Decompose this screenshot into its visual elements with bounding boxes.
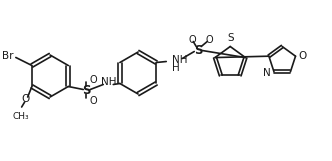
Text: N: N xyxy=(263,68,271,78)
Text: O: O xyxy=(89,96,97,106)
Text: O: O xyxy=(206,34,213,44)
Text: NH: NH xyxy=(101,77,116,87)
Text: O: O xyxy=(189,34,196,44)
Text: O: O xyxy=(22,94,30,104)
Text: CH₃: CH₃ xyxy=(12,112,29,121)
Text: O: O xyxy=(298,51,307,61)
Text: S: S xyxy=(194,44,203,57)
Text: Br: Br xyxy=(2,52,14,62)
Text: S: S xyxy=(227,33,233,43)
Text: O: O xyxy=(89,75,97,85)
Text: H: H xyxy=(172,62,180,72)
Text: NH: NH xyxy=(172,55,188,65)
Text: S: S xyxy=(82,84,91,97)
